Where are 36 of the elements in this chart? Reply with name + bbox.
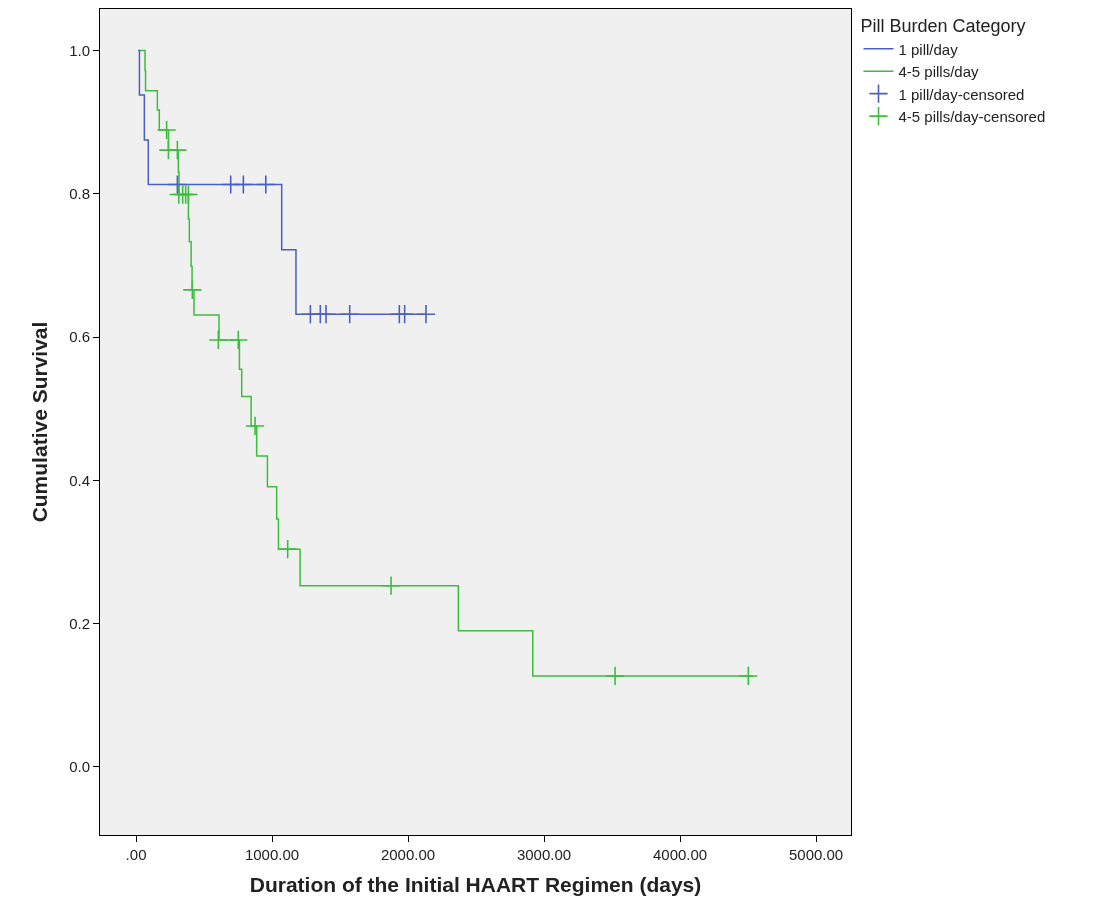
point [605, 666, 625, 686]
point [167, 140, 188, 161]
x-tick-label: 3000.00 [516, 846, 572, 863]
point [156, 120, 177, 140]
x-tick-label: 2000.00 [380, 846, 436, 863]
legend-label: 4-5 pills/day-censored [898, 108, 1046, 125]
x-tick-label: 4000.00 [652, 846, 708, 863]
point [738, 666, 759, 686]
point [208, 330, 229, 350]
x-tick-label: .00 [125, 846, 147, 863]
x-tick-label: 1000.00 [244, 846, 300, 863]
point [394, 304, 415, 325]
point [233, 174, 254, 195]
point [381, 575, 401, 596]
point [245, 416, 265, 436]
y-tick-label: 0.6 [69, 328, 90, 346]
y-tick-label: 0.8 [69, 185, 90, 203]
point [339, 304, 360, 325]
legend-label: 4-5 pills/day [898, 63, 980, 80]
point [167, 174, 188, 195]
legend-title: Pill Burden Category [860, 16, 1026, 37]
point [228, 330, 249, 350]
y-tick-label: 0.0 [69, 758, 90, 776]
legend-label: 1 pill/day [898, 40, 959, 58]
y-tick-label: 0.2 [69, 614, 90, 632]
point [182, 279, 203, 300]
point [416, 304, 436, 325]
y-tick-label: 0.4 [69, 471, 90, 489]
y-tick-label: 1.0 [69, 41, 90, 59]
x-tick-label: 5000.00 [788, 846, 844, 863]
legend-label: 1 pill/day-censored [898, 85, 1025, 103]
x-axis-title: Duration of the Initial HAART Regimen (days) [249, 873, 702, 897]
y-axis-title: Cumulative Survival [28, 321, 52, 523]
point [277, 539, 298, 560]
point [316, 304, 336, 325]
point [255, 174, 276, 195]
